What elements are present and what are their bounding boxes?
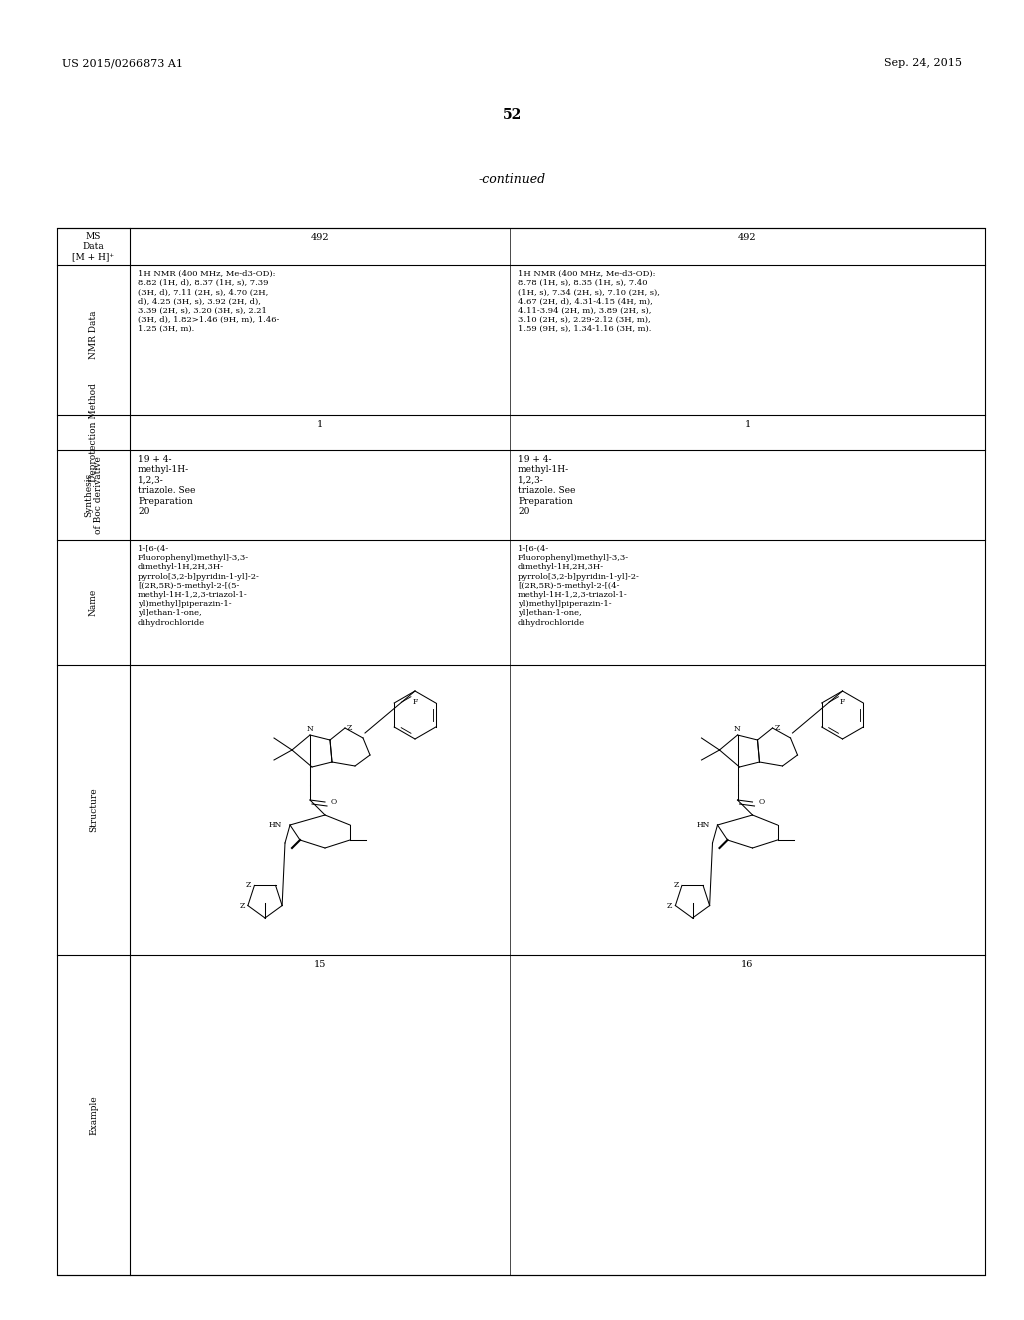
Text: O: O bbox=[759, 799, 765, 807]
Text: 16: 16 bbox=[741, 960, 754, 969]
Text: Example: Example bbox=[89, 1096, 98, 1135]
Text: MS
Data
[M + H]⁺: MS Data [M + H]⁺ bbox=[73, 231, 115, 261]
Text: 1H NMR (400 MHz, Me-d3-OD):
8.82 (1H, d), 8.37 (1H, s), 7.39
(3H, d), 7.11 (2H, : 1H NMR (400 MHz, Me-d3-OD): 8.82 (1H, d)… bbox=[138, 271, 280, 333]
Text: 15: 15 bbox=[313, 960, 327, 969]
Text: F: F bbox=[840, 698, 845, 706]
Text: Z: Z bbox=[774, 723, 780, 733]
Text: Structure: Structure bbox=[89, 788, 98, 833]
Text: 1-[6-(4-
Fluorophenyl)methyl]-3,3-
dimethyl-1H,2H,3H-
pyrrolo[3,2-b]pyridin-1-yl: 1-[6-(4- Fluorophenyl)methyl]-3,3- dimet… bbox=[518, 545, 640, 627]
Text: HN: HN bbox=[696, 821, 710, 829]
Text: Synthesis
of Boc derivative: Synthesis of Boc derivative bbox=[84, 457, 103, 533]
Bar bbox=[57, 228, 985, 1275]
Text: 492: 492 bbox=[310, 234, 330, 242]
Text: 19 + 4-
methyl-1H-
1,2,3-
triazole. See
Preparation
20: 19 + 4- methyl-1H- 1,2,3- triazole. See … bbox=[138, 455, 196, 516]
Text: N: N bbox=[306, 725, 313, 733]
Text: 1-[6-(4-
Fluorophenyl)methyl]-3,3-
dimethyl-1H,2H,3H-
pyrrolo[3,2-b]pyridin-1-yl: 1-[6-(4- Fluorophenyl)methyl]-3,3- dimet… bbox=[138, 545, 260, 627]
Text: N: N bbox=[734, 725, 741, 733]
Text: 1H NMR (400 MHz, Me-d3-OD):
8.78 (1H, s), 8.35 (1H, s), 7.40
(1H, s), 7.34 (2H, : 1H NMR (400 MHz, Me-d3-OD): 8.78 (1H, s)… bbox=[518, 271, 659, 333]
Text: Z: Z bbox=[667, 902, 673, 909]
Text: 492: 492 bbox=[738, 234, 757, 242]
Text: Deprotection Method: Deprotection Method bbox=[89, 383, 98, 482]
Text: 1: 1 bbox=[744, 420, 751, 429]
Text: HN: HN bbox=[268, 821, 282, 829]
Text: Z: Z bbox=[674, 882, 679, 890]
Text: 1: 1 bbox=[316, 420, 324, 429]
Text: Z: Z bbox=[347, 723, 352, 733]
Text: Sep. 24, 2015: Sep. 24, 2015 bbox=[884, 58, 962, 69]
Text: O: O bbox=[331, 799, 337, 807]
Text: Name: Name bbox=[89, 589, 98, 616]
Text: -continued: -continued bbox=[478, 173, 546, 186]
Text: 52: 52 bbox=[503, 108, 521, 121]
Text: F: F bbox=[413, 698, 418, 706]
Text: NMR Data: NMR Data bbox=[89, 310, 98, 359]
Text: 19 + 4-
methyl-1H-
1,2,3-
triazole. See
Preparation
20: 19 + 4- methyl-1H- 1,2,3- triazole. See … bbox=[518, 455, 575, 516]
Text: Z: Z bbox=[240, 902, 245, 909]
Text: US 2015/0266873 A1: US 2015/0266873 A1 bbox=[62, 58, 183, 69]
Text: Z: Z bbox=[246, 882, 252, 890]
